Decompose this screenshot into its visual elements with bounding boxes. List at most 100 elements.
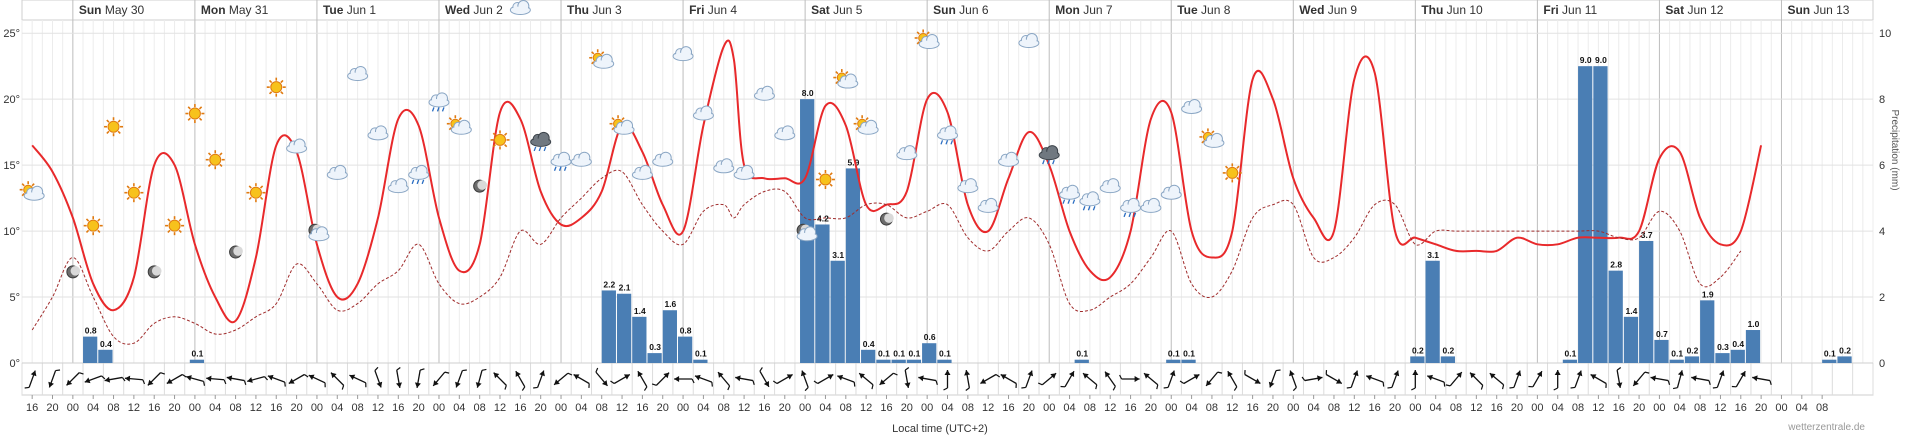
wind-head [1254, 378, 1261, 384]
wind-head [694, 374, 701, 381]
sun-ray [167, 218, 171, 222]
wind-head [637, 371, 643, 378]
cloud-fill [920, 40, 939, 48]
sun-ray [126, 196, 130, 200]
precip-bar [1562, 359, 1578, 363]
sun-ray [207, 163, 212, 167]
x-tick-label: 16 [1002, 402, 1014, 414]
wind-barb [772, 380, 778, 385]
precip-bar [693, 359, 708, 363]
precip-bar [1654, 339, 1669, 363]
x-tick-label: 08 [718, 402, 730, 414]
precip-label: 0.2 [1442, 345, 1454, 355]
day-label: Sat Jun 5 [811, 3, 863, 17]
y-left-tick: 15° [3, 160, 20, 172]
day-label-date: Jun 11 [1562, 3, 1597, 17]
wind-arrow-icon [610, 373, 631, 385]
wind-arrow-icon [943, 370, 951, 391]
cloud-fill [1101, 184, 1120, 192]
wind-barb [1616, 366, 1622, 371]
sun-ray [178, 218, 182, 222]
wind-arrow-icon [1082, 372, 1098, 390]
wind-arrow-icon [800, 370, 809, 392]
precipitation-bars: 0.80.40.12.2 2.11.40.31.60.80.18.04.23.15… [83, 55, 1852, 364]
x-tick-label: 08 [840, 402, 852, 414]
x-tick-label: 00 [1165, 402, 1177, 414]
moon-cloud-icon [796, 223, 818, 242]
x-tick-label: 08 [474, 402, 486, 414]
wind-barb [374, 366, 379, 371]
y-left-tick: 20° [3, 94, 20, 106]
sun-ray [855, 117, 859, 121]
wind-barb [419, 368, 425, 371]
sun-ray [1201, 140, 1205, 144]
wind-arrow-icon [1411, 370, 1419, 391]
wind-head [786, 374, 793, 380]
sun-ray [97, 229, 101, 233]
x-tick-label: 12 [372, 402, 384, 414]
x-tick-label: 16 [1491, 402, 1503, 414]
wind-arrow-icon [1427, 374, 1446, 387]
wind-arrow-icon [717, 371, 731, 391]
precip-bar [1684, 356, 1700, 363]
wind-barb [804, 387, 809, 392]
day-label: Sun Jun 13 [1787, 3, 1849, 17]
wind-head [349, 374, 356, 381]
x-tick-label: 00 [677, 402, 689, 414]
y-left-tick: 10° [3, 226, 20, 238]
wind-barb [264, 376, 269, 381]
cloud-icon [509, 0, 531, 15]
sun-ray [187, 106, 191, 110]
day-label-dow: Sat [811, 3, 833, 17]
precip-bar [1715, 353, 1730, 363]
cloud-fill [1060, 191, 1079, 199]
rain-drop [1128, 212, 1132, 218]
day-label-date: Jun 9 [1328, 3, 1358, 17]
cloud-fill [897, 151, 916, 159]
wind-barb [1217, 371, 1223, 374]
day-label-date: Jun 3 [592, 3, 622, 17]
cloud-fill [798, 232, 817, 240]
day-label-date: Jun 4 [708, 3, 738, 17]
wind-head [1268, 381, 1275, 388]
wind-head [674, 376, 680, 382]
sun-ray [85, 218, 90, 222]
x-tick-label: 00 [921, 402, 933, 414]
precip-label: 4.2 [817, 213, 829, 223]
wind-arrow-icon [1268, 369, 1281, 388]
y-left-tick: 25° [3, 28, 20, 40]
x-tick-label: 16 [1246, 402, 1258, 414]
wind-barb [1570, 386, 1576, 389]
wind-barb [1605, 383, 1607, 389]
sun-disc [87, 219, 100, 232]
x-tick-label: 04 [1430, 402, 1442, 414]
sun-disc [127, 186, 140, 199]
sun-ray [1236, 176, 1240, 181]
cloud-icon [326, 164, 348, 180]
day-label-dow: Tue [1177, 3, 1201, 17]
cloud-fill [429, 98, 448, 106]
x-tick-label: 00 [311, 402, 323, 414]
x-tick-label: 20 [1023, 402, 1035, 414]
wind-head [827, 374, 834, 380]
x-tick-label: 08 [229, 402, 241, 414]
cloud-fill [938, 131, 957, 139]
wind-arrow-icon [553, 372, 573, 386]
precip-bar [1669, 359, 1684, 363]
x-tick-label: 04 [697, 402, 709, 414]
wind-head [1616, 382, 1623, 388]
sun-icon [205, 150, 225, 170]
precip-bar [1074, 359, 1089, 363]
wind-head [1427, 374, 1433, 381]
wind-head [944, 370, 951, 375]
wind-head [601, 380, 608, 386]
wind-head [663, 372, 670, 379]
precip-label: 0.4 [863, 339, 875, 349]
precip-label: 9.0 [1580, 55, 1592, 65]
wind-arrow-icon [24, 370, 37, 389]
wind-barb [1244, 369, 1246, 375]
wind-head [48, 381, 54, 388]
wind-barb [462, 369, 467, 372]
cloud-fill [615, 126, 634, 134]
wind-head [1352, 370, 1359, 377]
